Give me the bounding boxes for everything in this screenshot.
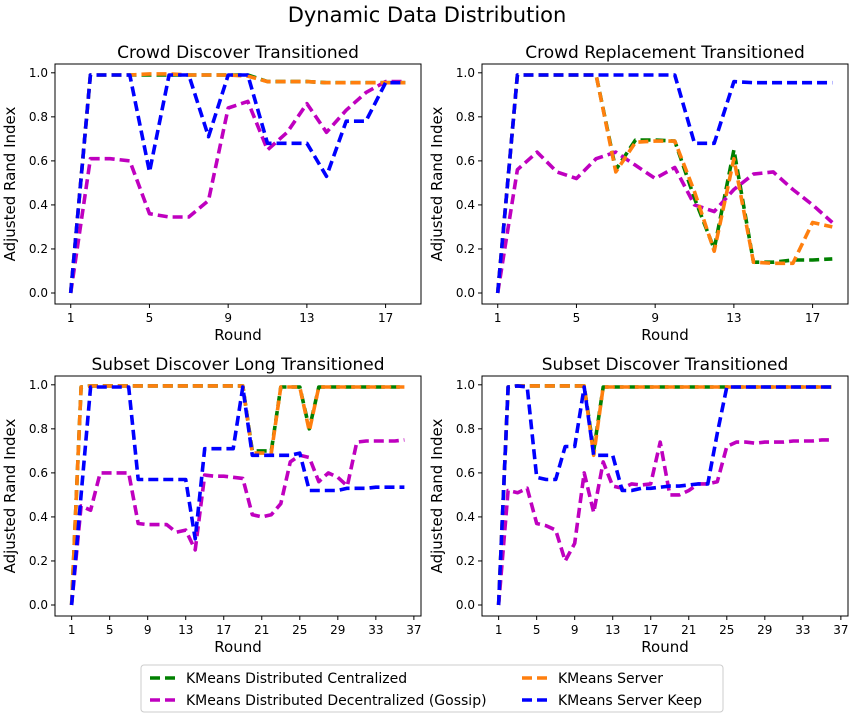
panel-title: Crowd Discover Transitioned <box>117 43 359 63</box>
x-tick-label: 25 <box>719 623 734 637</box>
legend-label: KMeans Server Keep <box>558 693 702 709</box>
legend-item: KMeans Distributed Decentralized (Gossip… <box>150 693 487 709</box>
x-tick-label: 17 <box>378 311 393 325</box>
x-tick-label: 21 <box>681 623 696 637</box>
x-tick-label: 17 <box>643 623 658 637</box>
x-tick-label: 17 <box>805 311 820 325</box>
y-tick-label: 0.6 <box>456 154 475 168</box>
y-axis-label: Adjusted Rand Index <box>1 106 19 261</box>
legend-label: KMeans Server <box>558 671 663 687</box>
series-line-kmeans-server-keep <box>495 73 833 294</box>
x-axis-label: Round <box>214 638 261 656</box>
chart-panel-2: Crowd Replacement Transitioned 1 5 9 13 17 0.0… <box>428 43 849 344</box>
x-tick-label: 5 <box>573 311 581 325</box>
legend: KMeans Distributed Centralized KMeans Dis… <box>140 664 724 713</box>
series-line-kmeans-distributed-decentralized-gossip- <box>68 79 406 294</box>
y-tick-label: 0.6 <box>456 466 475 480</box>
y-axis-label: Adjusted Rand Index <box>1 418 19 573</box>
x-tick-label: 17 <box>216 623 231 637</box>
series-line-kmeans-server <box>68 72 406 294</box>
y-tick-label: 0.8 <box>456 110 475 124</box>
axes-frame <box>481 375 849 617</box>
series-line-kmeans-distributed-decentralized-gossip- <box>496 438 832 606</box>
series-line-kmeans-server-keep <box>496 384 832 606</box>
y-tick-label: 1.0 <box>29 66 48 80</box>
x-tick-label: 9 <box>224 311 232 325</box>
chart-panel-3: Subset Discover Long Transitioned 1 5 9 13 17… <box>1 355 422 656</box>
chart-panel-4: Subset Discover Transitioned 1 5 9 13 17 21 25 2… <box>428 355 849 656</box>
x-tick-label: 1 <box>494 311 502 325</box>
x-tick-label: 29 <box>757 623 772 637</box>
x-tick-label: 9 <box>651 311 659 325</box>
series-line-kmeans-server-keep <box>68 73 406 294</box>
x-tick-label: 5 <box>146 311 154 325</box>
series-line-kmeans-distributed-decentralized-gossip- <box>69 438 405 606</box>
y-tick-label: 0.4 <box>29 510 48 524</box>
y-tick-label: 0.4 <box>29 198 48 212</box>
x-axis-label: Round <box>641 326 688 344</box>
y-tick-label: 0.2 <box>29 242 48 256</box>
x-tick-label: 37 <box>833 623 848 637</box>
panel-title: Subset Discover Transitioned <box>542 355 789 375</box>
y-axis-label: Adjusted Rand Index <box>428 418 446 573</box>
legend-item: KMeans Server Keep <box>522 693 702 709</box>
legend-label: KMeans Distributed Centralized <box>186 671 407 687</box>
y-tick-label: 0.2 <box>29 554 48 568</box>
y-tick-label: 0.0 <box>29 286 48 300</box>
y-tick-label: 1.0 <box>456 378 475 392</box>
x-tick-label: 5 <box>106 623 114 637</box>
axes-frame <box>481 63 849 305</box>
x-axis-label: Round <box>641 638 688 656</box>
y-tick-label: 0.2 <box>456 554 475 568</box>
legend-label: KMeans Distributed Decentralized (Gossip… <box>186 693 487 709</box>
y-tick-label: 1.0 <box>456 66 475 80</box>
chart-panel-1: Crowd Discover Transitioned 1 5 9 13 17 0.0 0.2… <box>1 43 422 344</box>
y-tick-label: 1.0 <box>29 378 48 392</box>
y-tick-label: 0.6 <box>29 154 48 168</box>
x-tick-label: 25 <box>292 623 307 637</box>
panel-title: Crowd Replacement Transitioned <box>525 43 805 63</box>
x-tick-label: 33 <box>368 623 383 637</box>
y-axis-label: Adjusted Rand Index <box>428 106 446 261</box>
y-tick-label: 0.8 <box>456 422 475 436</box>
x-tick-label: 33 <box>795 623 810 637</box>
y-tick-label: 0.6 <box>29 466 48 480</box>
x-tick-label: 1 <box>495 623 503 637</box>
legend-item: KMeans Distributed Centralized <box>150 671 407 687</box>
y-tick-label: 0.2 <box>456 242 475 256</box>
axes-frame <box>54 63 422 305</box>
x-tick-label: 1 <box>67 311 75 325</box>
series-line-kmeans-distributed-centralized <box>496 384 832 606</box>
panel-title: Subset Discover Long Transitioned <box>91 355 384 375</box>
x-tick-label: 29 <box>330 623 345 637</box>
x-tick-label: 13 <box>178 623 193 637</box>
legend-item: KMeans Server <box>522 671 663 687</box>
x-tick-label: 21 <box>254 623 269 637</box>
series-line-kmeans-distributed-decentralized-gossip- <box>495 150 834 294</box>
y-tick-label: 0.8 <box>29 110 48 124</box>
x-tick-label: 13 <box>299 311 314 325</box>
x-tick-label: 37 <box>406 623 421 637</box>
series-line-kmeans-distributed-centralized <box>495 73 833 294</box>
x-tick-label: 9 <box>571 623 579 637</box>
x-tick-label: 13 <box>726 311 741 325</box>
legend-box <box>140 664 724 713</box>
axes-frame <box>54 375 422 617</box>
figure-title: Dynamic Data Distribution <box>288 3 567 27</box>
y-tick-label: 0.4 <box>456 510 475 524</box>
y-tick-label: 0.0 <box>29 598 48 612</box>
x-tick-label: 9 <box>144 623 152 637</box>
x-tick-label: 13 <box>605 623 620 637</box>
x-tick-label: 1 <box>68 623 76 637</box>
y-tick-label: 0.8 <box>29 422 48 436</box>
y-tick-label: 0.0 <box>456 598 475 612</box>
x-tick-label: 5 <box>533 623 541 637</box>
x-axis-label: Round <box>214 326 261 344</box>
series-line-kmeans-server <box>496 384 832 606</box>
series-line-kmeans-distributed-centralized <box>68 73 406 294</box>
y-tick-label: 0.4 <box>456 198 475 212</box>
series-line-kmeans-server-keep <box>69 385 405 606</box>
y-tick-label: 0.0 <box>456 286 475 300</box>
